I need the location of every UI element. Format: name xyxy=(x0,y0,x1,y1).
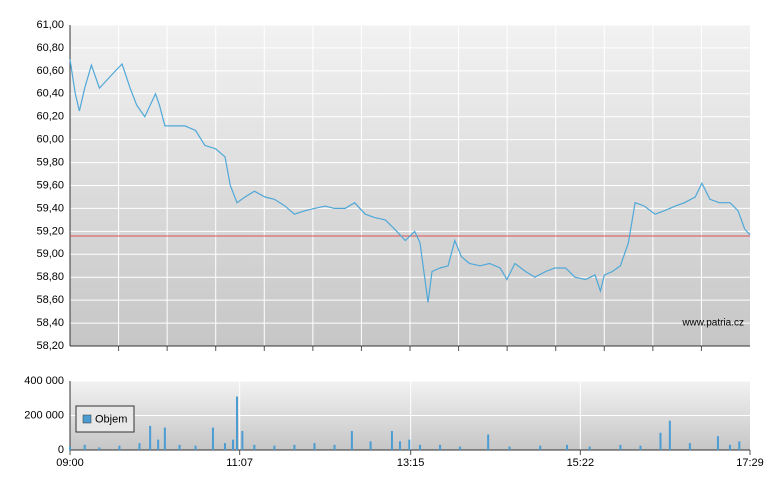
volume-bar xyxy=(157,439,160,450)
x-tick-label: 15:22 xyxy=(567,457,595,469)
volume-bar xyxy=(223,443,226,450)
volume-bar xyxy=(149,425,152,450)
y-tick-label: 59,00 xyxy=(36,248,64,260)
volume-bar xyxy=(69,446,71,450)
volume-bar xyxy=(83,444,86,450)
volume-bar xyxy=(118,445,121,450)
x-tick-label: 17:29 xyxy=(736,457,764,469)
price-line xyxy=(69,59,751,303)
y-tick-label: 60,40 xyxy=(36,88,64,100)
legend-swatch xyxy=(82,414,92,424)
volume-bar xyxy=(728,444,731,450)
volume-bar xyxy=(293,444,296,450)
volume-bar xyxy=(231,439,234,450)
y-tick-label: 60,20 xyxy=(36,111,64,123)
volume-bar xyxy=(508,446,511,450)
volume-bar xyxy=(350,431,353,450)
volume-bar xyxy=(241,431,244,450)
volume-bar xyxy=(487,434,490,450)
y-tick-label: 59,20 xyxy=(36,225,64,237)
y-tick-label: 58,40 xyxy=(36,317,64,329)
volume-bar xyxy=(588,446,591,450)
x-tick-label: 11:07 xyxy=(226,457,253,469)
volume-bar xyxy=(194,445,197,450)
volume-bar xyxy=(688,443,691,450)
volume-bar xyxy=(163,427,166,450)
volume-bar xyxy=(619,444,622,450)
volume-bar xyxy=(565,444,568,450)
volume-bar xyxy=(273,445,276,450)
volume-bar xyxy=(313,443,316,450)
volume-bar xyxy=(539,445,542,450)
volume-bar xyxy=(235,396,238,450)
y-tick-label: 58,80 xyxy=(36,271,64,283)
volume-bar xyxy=(398,441,401,450)
y-tick-label: 60,60 xyxy=(36,65,64,77)
volume-bar xyxy=(178,444,181,450)
watermark: www.patria.cz xyxy=(681,318,744,329)
volume-bar xyxy=(253,444,256,450)
y-tick-label: 59,80 xyxy=(36,156,64,168)
volume-bar xyxy=(738,441,741,450)
volume-bar xyxy=(716,436,719,450)
volume-bar xyxy=(659,432,662,450)
volume-bar xyxy=(668,420,671,450)
volume-bar xyxy=(138,443,141,450)
legend-label: Objem xyxy=(95,413,127,425)
y-tick-label: 60,80 xyxy=(36,42,64,54)
volume-bar xyxy=(211,427,214,450)
volume-bar xyxy=(459,446,462,450)
volume-bar xyxy=(439,444,442,450)
volume-bar xyxy=(333,444,336,450)
volume-bar xyxy=(419,444,422,450)
volume-bar xyxy=(408,439,411,450)
x-tick-label: 13:15 xyxy=(397,457,425,469)
y-tick-label: 61,00 xyxy=(36,19,64,31)
volume-bar xyxy=(390,431,393,450)
y-tick-label: 58,60 xyxy=(36,294,64,306)
y-tick-label: 0 xyxy=(58,444,64,456)
y-tick-label: 59,40 xyxy=(36,202,64,214)
y-tick-label: 200 000 xyxy=(24,409,64,421)
volume-bar xyxy=(369,441,372,450)
y-tick-label: 59,60 xyxy=(36,179,64,191)
y-tick-label: 400 000 xyxy=(24,375,64,387)
y-tick-label: 60,00 xyxy=(36,134,64,146)
y-tick-label: 58,20 xyxy=(36,340,64,352)
volume-bar xyxy=(98,447,101,450)
volume-bar xyxy=(639,445,642,450)
x-tick-label: 09:00 xyxy=(56,457,84,469)
